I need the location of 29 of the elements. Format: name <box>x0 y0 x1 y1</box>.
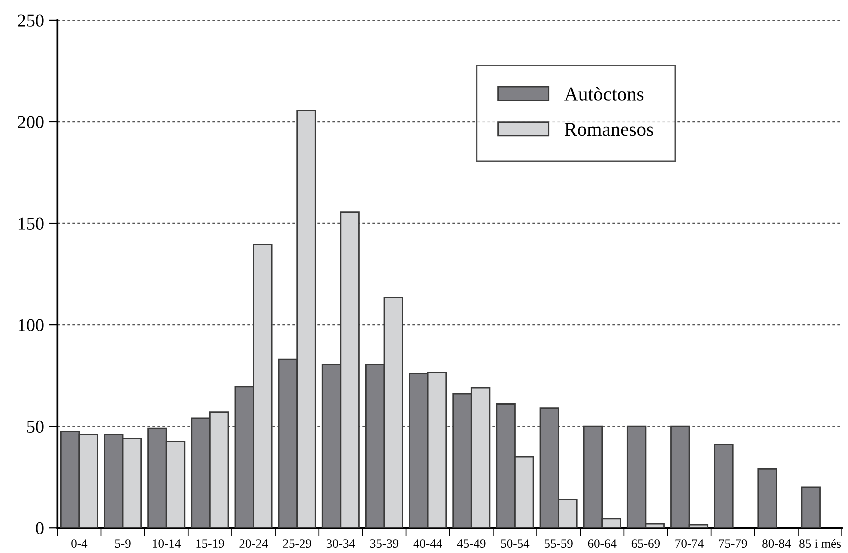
x-tick-label: 25-29 <box>283 540 312 548</box>
x-tick-label: 40-44 <box>414 540 442 548</box>
x-tick-label: 10-14 <box>153 540 181 548</box>
x-tick-label: 45-49 <box>457 540 486 548</box>
x-tick-label: 30-34 <box>326 540 356 548</box>
x-tick-label: 50-54 <box>501 540 530 548</box>
legend-label: Autòctons <box>564 87 644 101</box>
y-tick-label: 50 <box>27 420 44 434</box>
y-tick-label: 200 <box>18 116 44 128</box>
y-tick-label: 150 <box>18 218 44 230</box>
bar <box>801 486 821 528</box>
x-tick-label: 0-4 <box>72 540 88 548</box>
y-tick-label: 0 <box>36 522 44 535</box>
x-tick-label: 65-69 <box>632 540 660 548</box>
y-tick-label: 250 <box>18 14 44 27</box>
x-tick-label: 35-39 <box>370 540 399 548</box>
legend-label: Romanesos <box>564 123 654 136</box>
x-tick-label: 80-84 <box>762 540 792 548</box>
x-tick-label: 20-24 <box>240 540 268 548</box>
x-tick-label: 60-64 <box>588 540 617 548</box>
x-tick-label: 85 i més <box>800 539 841 548</box>
x-tick-label: 5-9 <box>115 540 131 548</box>
x-tick-label: 55-59 <box>544 540 573 548</box>
bar <box>714 444 734 528</box>
x-tick-label: 70-74 <box>676 540 704 548</box>
y-tick-label: 100 <box>18 319 44 332</box>
bar <box>758 468 778 528</box>
x-tick-label: 75-79 <box>719 540 748 548</box>
x-tick-label: 15-19 <box>196 540 224 548</box>
